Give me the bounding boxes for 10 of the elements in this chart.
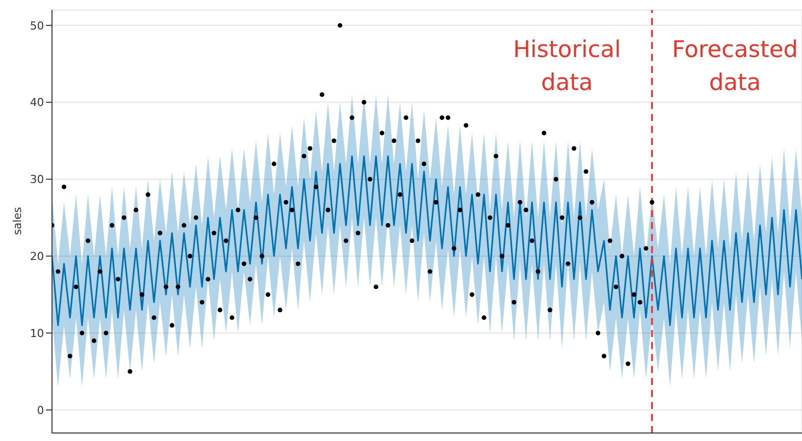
y-tick-label: 40 [30, 96, 44, 110]
y-axis-title: sales [11, 206, 25, 238]
y-tick-label: 0 [37, 404, 44, 417]
y-tick-label: 30 [30, 173, 44, 186]
annotation: Forecasted data [670, 36, 800, 98]
line-series [52, 155, 802, 326]
annotation: Historical data [512, 36, 622, 98]
y-tick-label: 10 [30, 326, 44, 340]
y-tick-label: 50 [30, 19, 44, 32]
y-tick-label: 20 [30, 250, 44, 264]
